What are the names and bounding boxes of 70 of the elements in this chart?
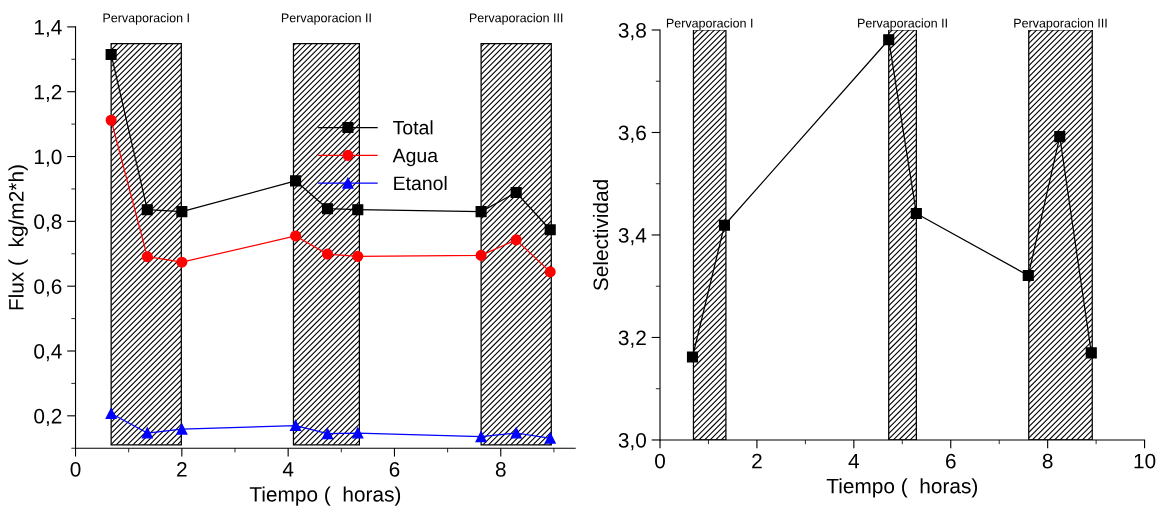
point (290, 175, 302, 187)
y-tick-label: 0,6 (34, 279, 62, 297)
point (883, 34, 895, 46)
band-label: Pervaporacion II (858, 18, 947, 30)
x-tick-label: 0 (655, 453, 665, 469)
x-tick-label: 6 (946, 453, 956, 469)
point (510, 186, 522, 199)
y-tick-label: 1,2 (34, 84, 62, 102)
point (141, 251, 153, 263)
y-tick-label: 0,2 (34, 408, 62, 427)
legend-label: Etanol (394, 175, 447, 191)
y-tick-label: 3,4 (618, 227, 647, 246)
y-tick-label: 3,2 (618, 330, 646, 348)
x-tick-label: 4 (282, 462, 294, 477)
band-label: Pervaporacion I (666, 18, 753, 30)
point (1054, 131, 1066, 143)
band-label: Pervaporacion II (281, 13, 371, 25)
point (1085, 347, 1097, 359)
x-tick-label: 8 (495, 461, 506, 477)
y-tick-label: 1,0 (34, 149, 62, 167)
y-tick-label: 3,8 (618, 22, 646, 41)
point (176, 256, 188, 268)
point (352, 250, 364, 262)
point (686, 351, 699, 363)
point (544, 432, 556, 444)
legend-label: Agua (392, 148, 439, 167)
y-tick-label: 1,4 (34, 20, 62, 38)
x-tick-label: 4 (848, 453, 860, 469)
point (475, 431, 487, 443)
point (352, 204, 364, 216)
point (105, 114, 117, 126)
point (510, 427, 522, 439)
point (176, 423, 188, 435)
y-axis-title: Selectividad (592, 180, 609, 291)
y-axis-title: Flux ( kg/m2*h) (8, 165, 28, 310)
point (105, 408, 117, 420)
point (321, 428, 334, 440)
x-tick-label: 2 (177, 461, 187, 477)
y-tick-label: 0,8 (34, 214, 62, 232)
point (718, 219, 731, 231)
band-label: Pervaporacion III (1014, 18, 1107, 30)
point (910, 207, 922, 220)
x-tick-label: 6 (389, 461, 400, 477)
band-label: Pervaporacion III (469, 13, 563, 25)
x-tick-label: 2 (752, 453, 762, 469)
point (290, 230, 302, 242)
point (176, 206, 188, 218)
point (544, 266, 556, 278)
point (290, 419, 302, 432)
point (1022, 269, 1034, 282)
point (141, 204, 153, 216)
x-tick-label: 8 (1042, 453, 1053, 469)
point (321, 248, 334, 260)
point (105, 48, 117, 60)
point (321, 203, 334, 215)
x-axis-title: Tiempo ( horas) (249, 486, 401, 506)
point (475, 249, 487, 261)
band-label: Pervaporacion I (103, 13, 189, 25)
point (544, 224, 556, 236)
legend-label: Total (393, 120, 433, 135)
point (510, 234, 522, 246)
point (352, 427, 364, 439)
point (141, 427, 153, 439)
y-tick-label: 0,4 (34, 344, 62, 362)
x-axis-title: Tiempo ( horas) (826, 478, 978, 498)
x-tick-label: 0 (70, 461, 81, 477)
y-tick-label: 3,6 (618, 125, 646, 143)
y-tick-label: 3,0 (618, 432, 647, 451)
x-tick-label: 10 (1134, 453, 1156, 469)
point (475, 206, 487, 218)
